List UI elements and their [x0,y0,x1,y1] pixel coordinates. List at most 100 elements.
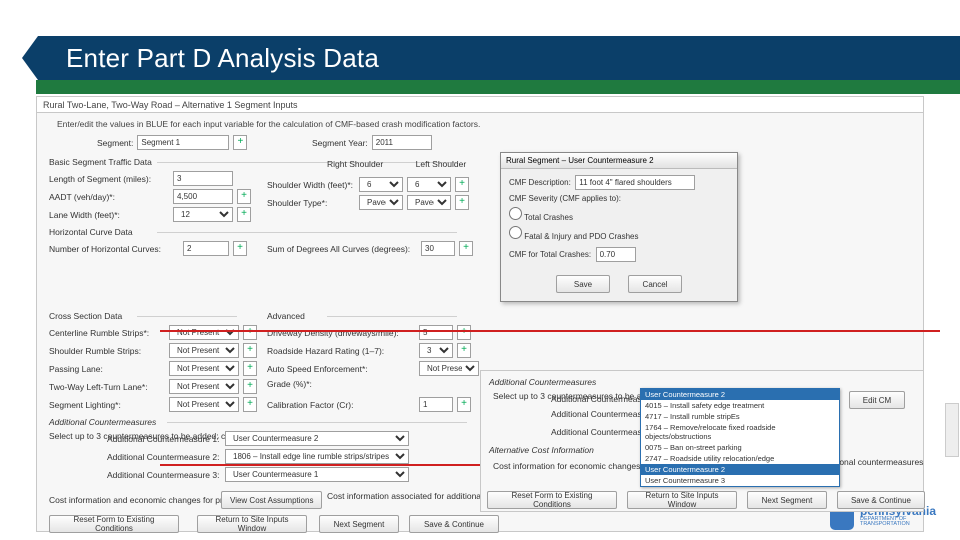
cmf-total-input[interactable] [596,247,636,262]
twltl-label: Two-Way Left-Turn Lane*: [49,382,165,392]
scrollbar[interactable] [945,403,959,457]
dd-item[interactable]: 4717 – Install rumble stripEs [641,411,839,422]
drive-input[interactable] [419,325,453,340]
panel-save-button[interactable]: Save & Continue [837,491,925,509]
plus-icon[interactable]: + [243,343,257,358]
dd-item[interactable]: 4015 – Install safety edge treatment [641,400,839,411]
cm-note1: Select up to 3 countermeasures to be add… [49,431,105,441]
plus-icon[interactable]: + [243,325,257,340]
centerline-label: Centerline Rumble Strips*: [49,328,165,338]
plus-icon[interactable]: + [243,397,257,412]
popup-title: Rural Segment – User Countermeasure 2 [501,153,737,169]
lighting-label: Segment Lighting*: [49,400,165,410]
passing-label: Passing Lane: [49,364,165,374]
panel-cmnote: Select up to 3 countermeasures to be add… [493,391,549,401]
shrumble-label: Shoulder Rumble Strips: [49,346,165,356]
cm2-select[interactable]: 1806 – Install edge line rumble strips/s… [225,449,409,464]
roadside-select[interactable]: 3 [419,343,453,358]
centerline-select[interactable]: Not Present [169,325,239,340]
form-hint: Enter/edit the values in BLUE for each i… [57,119,623,129]
costnote: Cost information and economic changes fo… [49,495,217,505]
cm3-label: Additional Countermeasure 3: [107,470,221,480]
plus-icon[interactable]: + [457,343,471,358]
sht-label: Shoulder Type*: [267,198,355,208]
len-input[interactable] [173,171,233,186]
cm1-label: Additional Countermeasure 1: [107,434,221,444]
shrumble-select[interactable]: Not Present [169,343,239,358]
ncurves-input[interactable] [183,241,229,256]
title-bar: Enter Part D Analysis Data [38,36,960,80]
sec-addl: Additional Countermeasures [49,417,156,427]
popup-cancel-button[interactable]: Cancel [628,275,682,293]
dd-item[interactable]: User Countermeasure 2 [641,464,839,475]
panel-next-button[interactable]: Next Segment [747,491,827,509]
segyear-label: Segment Year: [312,138,368,148]
plus-icon[interactable]: + [237,207,251,222]
grade-label: Grade (%)*: [267,379,415,389]
cm-dropdown-list[interactable]: User Countermeasure 2 4015 – Install saf… [640,388,840,487]
lighting-select[interactable]: Not Present [169,397,239,412]
green-strip [36,80,960,94]
plus-icon[interactable]: + [237,189,251,204]
dd-item[interactable]: 0075 – Ban on-street parking [641,442,839,453]
view-cost-assum-button[interactable]: View Cost Assumptions [221,491,322,509]
plus-icon[interactable]: + [459,241,473,256]
autoe-select[interactable]: Not Present [419,361,479,376]
dd-item[interactable]: User Countermeasure 3 [641,475,839,486]
slide-title: Enter Part D Analysis Data [66,43,379,74]
twltl-select[interactable]: Not Present [169,379,239,394]
dd-item[interactable]: 2747 – Roadside utility relocation/edge [641,453,839,464]
next-segment-button[interactable]: Next Segment [319,515,399,533]
calib-input[interactable] [419,397,453,412]
sht-l[interactable]: Paved [407,195,451,210]
return-inputs-button[interactable]: Return to Site Inputs Window [197,515,307,533]
cm3-select[interactable]: User Countermeasure 1 [225,467,409,482]
plus-icon[interactable]: + [457,397,471,412]
edit-cm-button[interactable]: Edit CM [849,391,905,409]
cmf-desc-input[interactable] [575,175,695,190]
roadside-label: Roadside Hazard Rating (1–7): [267,346,415,356]
calib-label: Calibration Factor (Cr): [267,400,415,410]
cmf-total-radio[interactable] [509,207,522,220]
aadt-label: AADT (veh/day)*: [49,192,169,202]
segyear-input[interactable] [372,135,432,150]
popup-save-button[interactable]: Save [556,275,610,293]
sec-basic: Basic Segment Traffic Data [49,157,152,167]
shw-label: Shoulder Width (feet)*: [267,180,355,190]
cm2-label: Additional Countermeasure 2: [107,452,221,462]
lanew-select[interactable]: 12 [173,207,233,222]
plus-icon[interactable]: + [243,361,257,376]
reset-existing-button[interactable]: Reset Form to Existing Conditions [49,515,179,533]
shw-l[interactable]: 6 [407,177,451,192]
panel-reset-button[interactable]: Reset Form to Existing Conditions [487,491,617,509]
cmf-fatal-radio[interactable] [509,226,522,239]
panel-sec-addl: Additional Countermeasures [489,377,596,387]
opt-fipdo: Fatal & Injury and PDO Crashes [524,232,638,241]
plus-icon[interactable]: + [233,135,247,150]
sec-cross: Cross Section Data [49,311,122,321]
shw-r[interactable]: 6 [359,177,403,192]
sec-shoulders: Right Shoulder Left Shoulder [327,159,466,169]
drive-label: Driveway Density (driveways/mile): [267,328,415,338]
plus-icon[interactable]: + [233,241,247,256]
sec-curve: Horizontal Curve Data [49,227,133,237]
plus-icon[interactable]: + [457,325,471,340]
aadt-input[interactable] [173,189,233,204]
save-continue-button[interactable]: Save & Continue [409,515,499,533]
customize-popup: Rural Segment – User Countermeasure 2 CM… [500,152,738,302]
plus-icon[interactable]: + [455,177,469,192]
dd-item[interactable]: User Countermeasure 2 [641,389,839,400]
sumdeg-input[interactable] [421,241,455,256]
panel-return-button[interactable]: Return to Site Inputs Window [627,491,737,509]
panel-sec-alt: Alternative Cost Information [489,445,594,455]
dd-item[interactable]: 1764 – Remove/relocate fixed roadside ob… [641,422,839,442]
cm1-select[interactable]: User Countermeasure 2 [225,431,409,446]
passing-select[interactable]: Not Present [169,361,239,376]
segment-input[interactable] [137,135,229,150]
plus-icon[interactable]: + [243,379,257,394]
opt-total: Total Crashes [524,213,573,222]
sht-r[interactable]: Paved [359,195,403,210]
plus-icon[interactable]: + [455,195,469,210]
cmf-total-label: CMF for Total Crashes: [509,250,591,259]
form-window-title: Rural Two-Lane, Two-Way Road – Alternati… [37,97,923,113]
